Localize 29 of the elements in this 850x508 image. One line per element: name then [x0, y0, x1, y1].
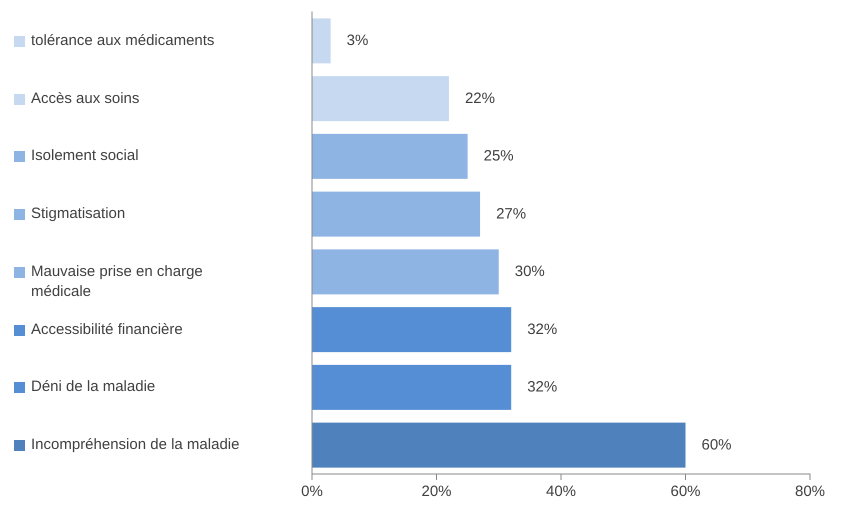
x-tick-label: 80%: [794, 483, 826, 500]
data-label: 32%: [527, 378, 558, 396]
bar: [312, 307, 512, 352]
data-label: 27%: [496, 205, 526, 222]
y-tick-label: Stigmatisation: [31, 204, 126, 224]
y-tick-label: Incompréhension de la maladie: [31, 435, 240, 456]
data-label: 22%: [464, 90, 495, 107]
data-label: 60%: [702, 436, 732, 454]
data-label: 3%: [346, 32, 368, 50]
data-label: 25%: [484, 148, 514, 165]
x-tick-label: 60%: [670, 483, 701, 500]
y-tick-label: Isolement social: [31, 146, 139, 166]
y-tick-label: Accès aux soins: [31, 88, 140, 109]
bar: [312, 364, 512, 410]
bar: [312, 249, 499, 294]
x-tick-label: 40%: [546, 483, 576, 500]
y-tick-label: Déni de la maladie: [31, 377, 156, 398]
bar: [312, 134, 468, 179]
data-label: 32%: [527, 320, 558, 338]
bar: [312, 422, 686, 468]
y-tick-label: tolérance aux médicaments: [31, 30, 214, 51]
bar: [312, 18, 331, 64]
data-label: 30%: [514, 263, 545, 280]
y-tick-label: Accessibilité financière: [31, 320, 183, 340]
bar: [312, 76, 449, 122]
x-tick-label: 20%: [421, 483, 452, 500]
bar: [312, 192, 480, 237]
x-tick-label: 0%: [301, 483, 323, 500]
y-tick-label: Mauvaise prise en charge médicale: [31, 262, 204, 302]
